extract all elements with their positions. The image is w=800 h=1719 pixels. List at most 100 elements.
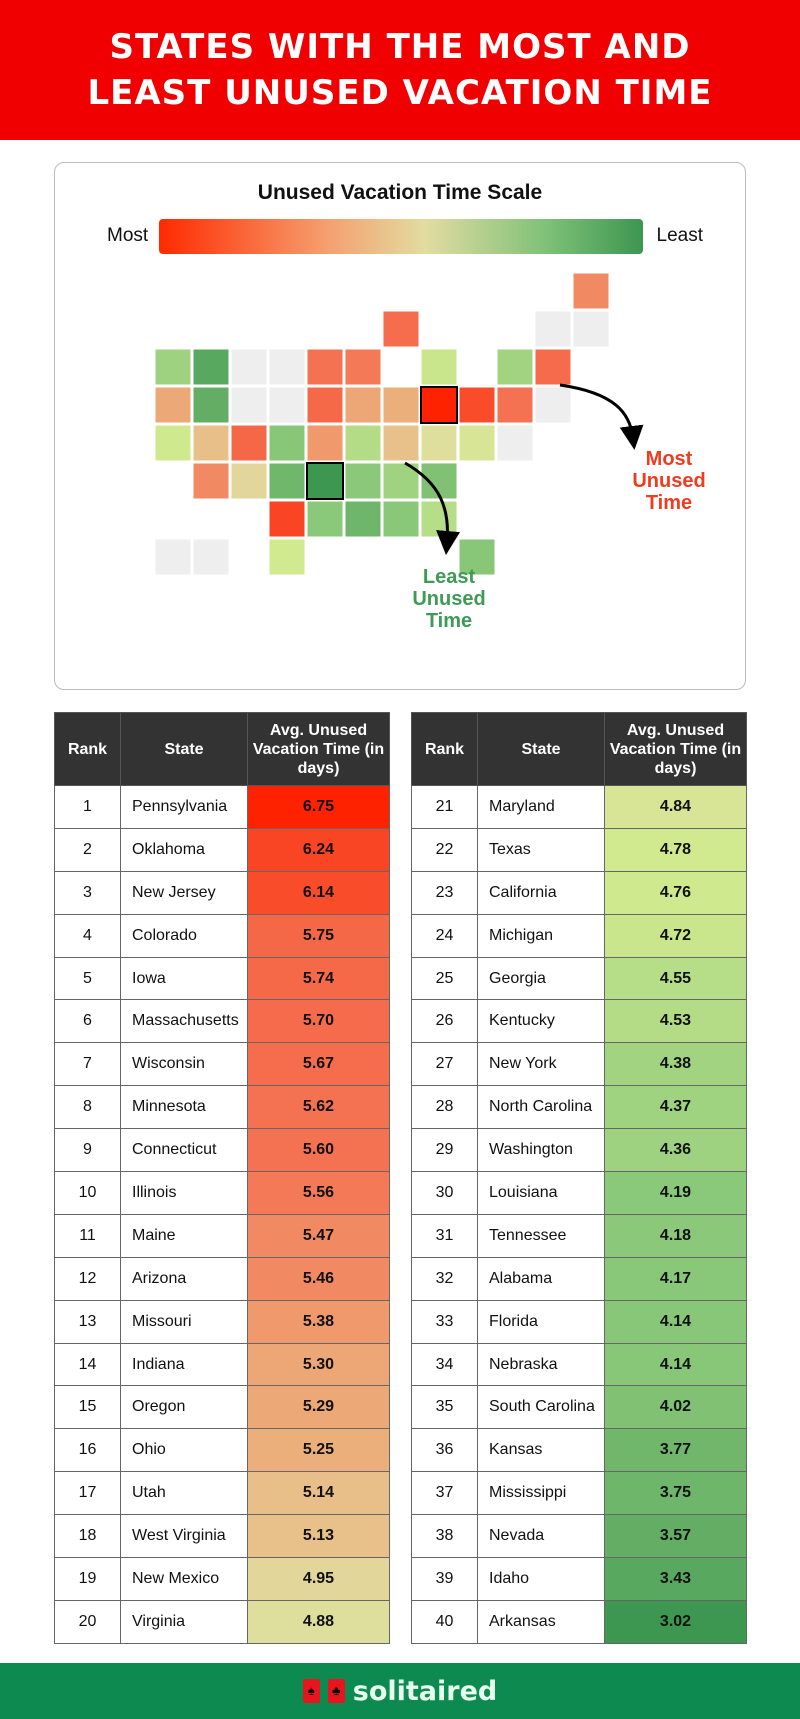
state-cell: Nebraska xyxy=(477,1342,605,1387)
state-ca xyxy=(154,424,192,462)
state-nd xyxy=(268,348,306,386)
value-cell: 4.17 xyxy=(604,1256,747,1301)
table-row: 30 Louisiana 4.19 xyxy=(411,1171,747,1215)
rank-header: Rank xyxy=(54,712,121,786)
value-cell: 4.14 xyxy=(604,1342,747,1387)
rank-cell: 40 xyxy=(411,1599,478,1644)
value-cell: 4.36 xyxy=(604,1128,747,1173)
state-pa xyxy=(420,386,458,424)
state-or xyxy=(154,386,192,424)
state-cell: Arkansas xyxy=(477,1599,605,1644)
table-row: 15 Oregon 5.29 xyxy=(54,1385,390,1430)
table-row: 40 Arkansas 3.02 xyxy=(411,1599,747,1644)
state-cell: Tennessee xyxy=(477,1213,605,1258)
table-row: 1 Pennsylvania 6.75 xyxy=(54,785,390,829)
value-cell: 4.88 xyxy=(247,1599,390,1644)
state-tx xyxy=(268,538,306,576)
brand-logo: solitaired xyxy=(352,1675,498,1707)
rank-cell: 25 xyxy=(411,956,478,1001)
value-cell: 4.02 xyxy=(604,1385,747,1430)
table-row: 14 Indiana 5.30 xyxy=(54,1342,390,1387)
value-cell: 4.72 xyxy=(604,913,747,958)
state-cell: Maryland xyxy=(477,785,605,829)
state-cell: Mississippi xyxy=(477,1471,605,1516)
state-ak xyxy=(154,538,192,576)
state-cell: Connecticut xyxy=(120,1128,248,1173)
least-unused-annotation: Least Unused Time xyxy=(412,566,485,632)
value-cell: 4.78 xyxy=(604,827,747,872)
state-cell: Colorado xyxy=(120,913,248,958)
rank-cell: 32 xyxy=(411,1256,478,1301)
value-cell: 6.14 xyxy=(247,870,390,915)
state-la xyxy=(306,500,344,538)
state-cell: Kentucky xyxy=(477,999,605,1044)
value-cell: 3.02 xyxy=(604,1599,747,1644)
state-co xyxy=(230,424,268,462)
table-row: 8 Minnesota 5.62 xyxy=(54,1085,390,1130)
value-cell: 4.38 xyxy=(604,1042,747,1087)
heart-spade-card-icon: ♠ xyxy=(302,1679,320,1703)
state-cell: Washington xyxy=(477,1128,605,1173)
ranking-table-right: Rank State Avg. Unused Vacation Time (in d… xyxy=(411,712,747,1644)
table-row: 22 Texas 4.78 xyxy=(411,827,747,872)
state-nm xyxy=(230,462,268,500)
rank-cell: 39 xyxy=(411,1557,478,1601)
state-tn xyxy=(344,462,382,500)
value-cell: 4.76 xyxy=(604,870,747,915)
state-me xyxy=(572,272,610,310)
page-title: STATES WITH THE MOST AND LEAST UNUSED VA… xyxy=(87,27,713,113)
table-row: 13 Missouri 5.38 xyxy=(54,1299,390,1344)
state-wy xyxy=(230,386,268,424)
map-panel: Unused Vacation Time Scale Most Least Mo… xyxy=(54,162,746,690)
state-cell: Illinois xyxy=(120,1171,248,1215)
state-header: State xyxy=(120,712,248,786)
value-cell: 5.25 xyxy=(247,1428,390,1473)
rank-cell: 30 xyxy=(411,1171,478,1215)
value-cell: 4.95 xyxy=(247,1557,390,1601)
state-cell: Indiana xyxy=(120,1342,248,1387)
state-wi xyxy=(382,310,420,348)
table-row: 34 Nebraska 4.14 xyxy=(411,1342,747,1387)
state-cell: Wisconsin xyxy=(120,1042,248,1087)
table-row: 5 Iowa 5.74 xyxy=(54,956,390,1001)
state-il xyxy=(344,348,382,386)
rank-cell: 15 xyxy=(54,1385,121,1430)
rank-cell: 31 xyxy=(411,1213,478,1258)
value-cell: 5.29 xyxy=(247,1385,390,1430)
state-cell: West Virginia xyxy=(120,1514,248,1559)
table-row: 38 Nevada 3.57 xyxy=(411,1514,747,1559)
rank-cell: 20 xyxy=(54,1599,121,1644)
state-cell: Oregon xyxy=(120,1385,248,1430)
value-cell: 5.47 xyxy=(247,1213,390,1258)
value-cell: 3.77 xyxy=(604,1428,747,1473)
value-cell: 6.75 xyxy=(247,785,390,829)
state-fl xyxy=(458,538,496,576)
rank-cell: 27 xyxy=(411,1042,478,1087)
state-cell: Kansas xyxy=(477,1428,605,1473)
state-cell: Virginia xyxy=(120,1599,248,1644)
value-cell: 6.24 xyxy=(247,827,390,872)
diamond-club-card-icon: ♣ xyxy=(327,1679,345,1703)
rank-cell: 8 xyxy=(54,1085,121,1130)
state-cell: California xyxy=(477,870,605,915)
rank-cell: 38 xyxy=(411,1514,478,1559)
table-row: 28 North Carolina 4.37 xyxy=(411,1085,747,1130)
table-row: 24 Michigan 4.72 xyxy=(411,913,747,958)
state-nj xyxy=(458,386,496,424)
rank-cell: 23 xyxy=(411,870,478,915)
least-arrow xyxy=(404,461,460,555)
rank-cell: 5 xyxy=(54,956,121,1001)
table-row: 11 Maine 5.47 xyxy=(54,1213,390,1258)
state-ne xyxy=(268,424,306,462)
table-row: 7 Wisconsin 5.67 xyxy=(54,1042,390,1087)
state-nh xyxy=(572,310,610,348)
state-ia xyxy=(306,386,344,424)
table-row: 26 Kentucky 4.53 xyxy=(411,999,747,1044)
table-row: 35 South Carolina 4.02 xyxy=(411,1385,747,1430)
state-cell: Oklahoma xyxy=(120,827,248,872)
value-cell: 5.13 xyxy=(247,1514,390,1559)
state-ok xyxy=(268,500,306,538)
state-cell: Nevada xyxy=(477,1514,605,1559)
state-cell: Louisiana xyxy=(477,1171,605,1215)
value-cell: 5.14 xyxy=(247,1471,390,1516)
